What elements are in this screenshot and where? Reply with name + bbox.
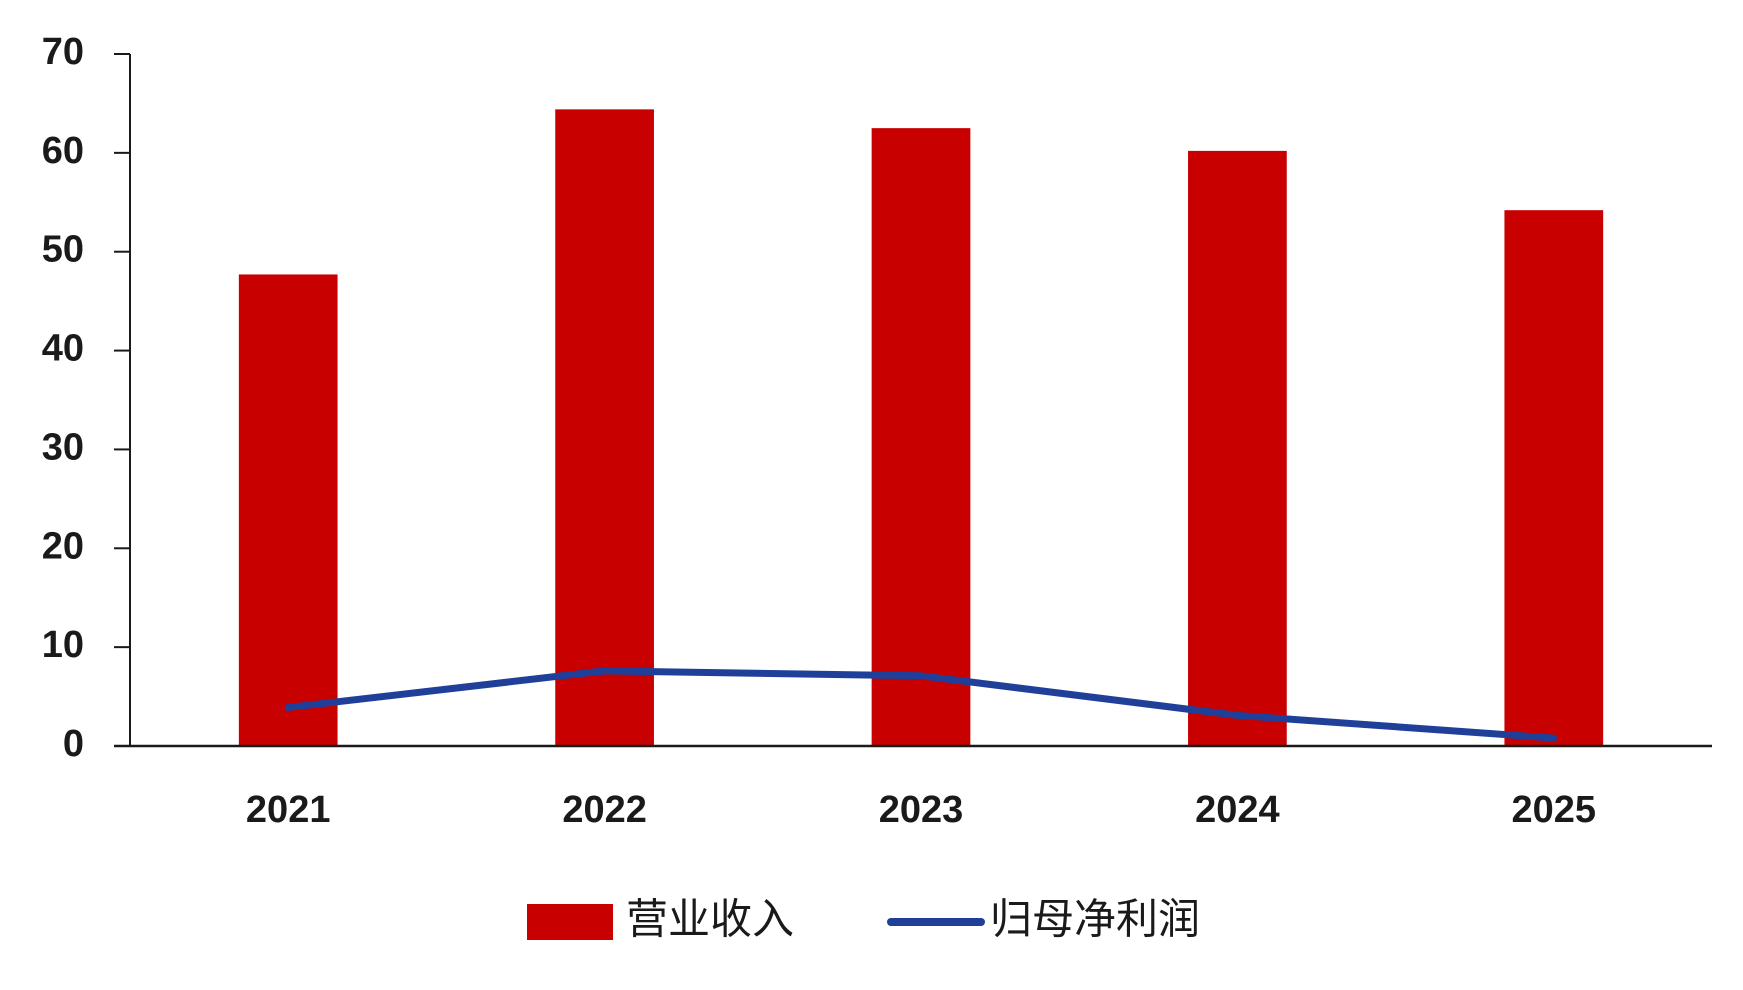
x-tick-label: 2025 (1512, 789, 1597, 831)
y-tick-label: 70 (42, 31, 84, 73)
y-tick-label: 40 (42, 328, 84, 370)
bar (871, 128, 971, 747)
bar (238, 274, 338, 746)
y-tick-label: 60 (42, 130, 84, 172)
x-tick-label: 2022 (562, 789, 647, 831)
y-tick-label: 20 (42, 525, 84, 567)
y-tick-label: 0 (63, 723, 84, 765)
line (284, 667, 1558, 742)
legend-label: 归母净利润 (990, 895, 1200, 944)
legend-label: 营业收入 (626, 895, 794, 944)
legend-swatch (527, 904, 613, 940)
bar (555, 109, 654, 747)
y-tick-label: 30 (42, 426, 84, 468)
bar (1188, 150, 1287, 746)
x-tick-label: 2021 (246, 789, 331, 831)
y-tick-label: 50 (42, 229, 84, 271)
bar (1504, 210, 1604, 747)
x-tick-label: 2024 (1195, 789, 1280, 831)
y-tick-label: 10 (42, 624, 84, 666)
x-tick-label: 2023 (879, 789, 964, 831)
